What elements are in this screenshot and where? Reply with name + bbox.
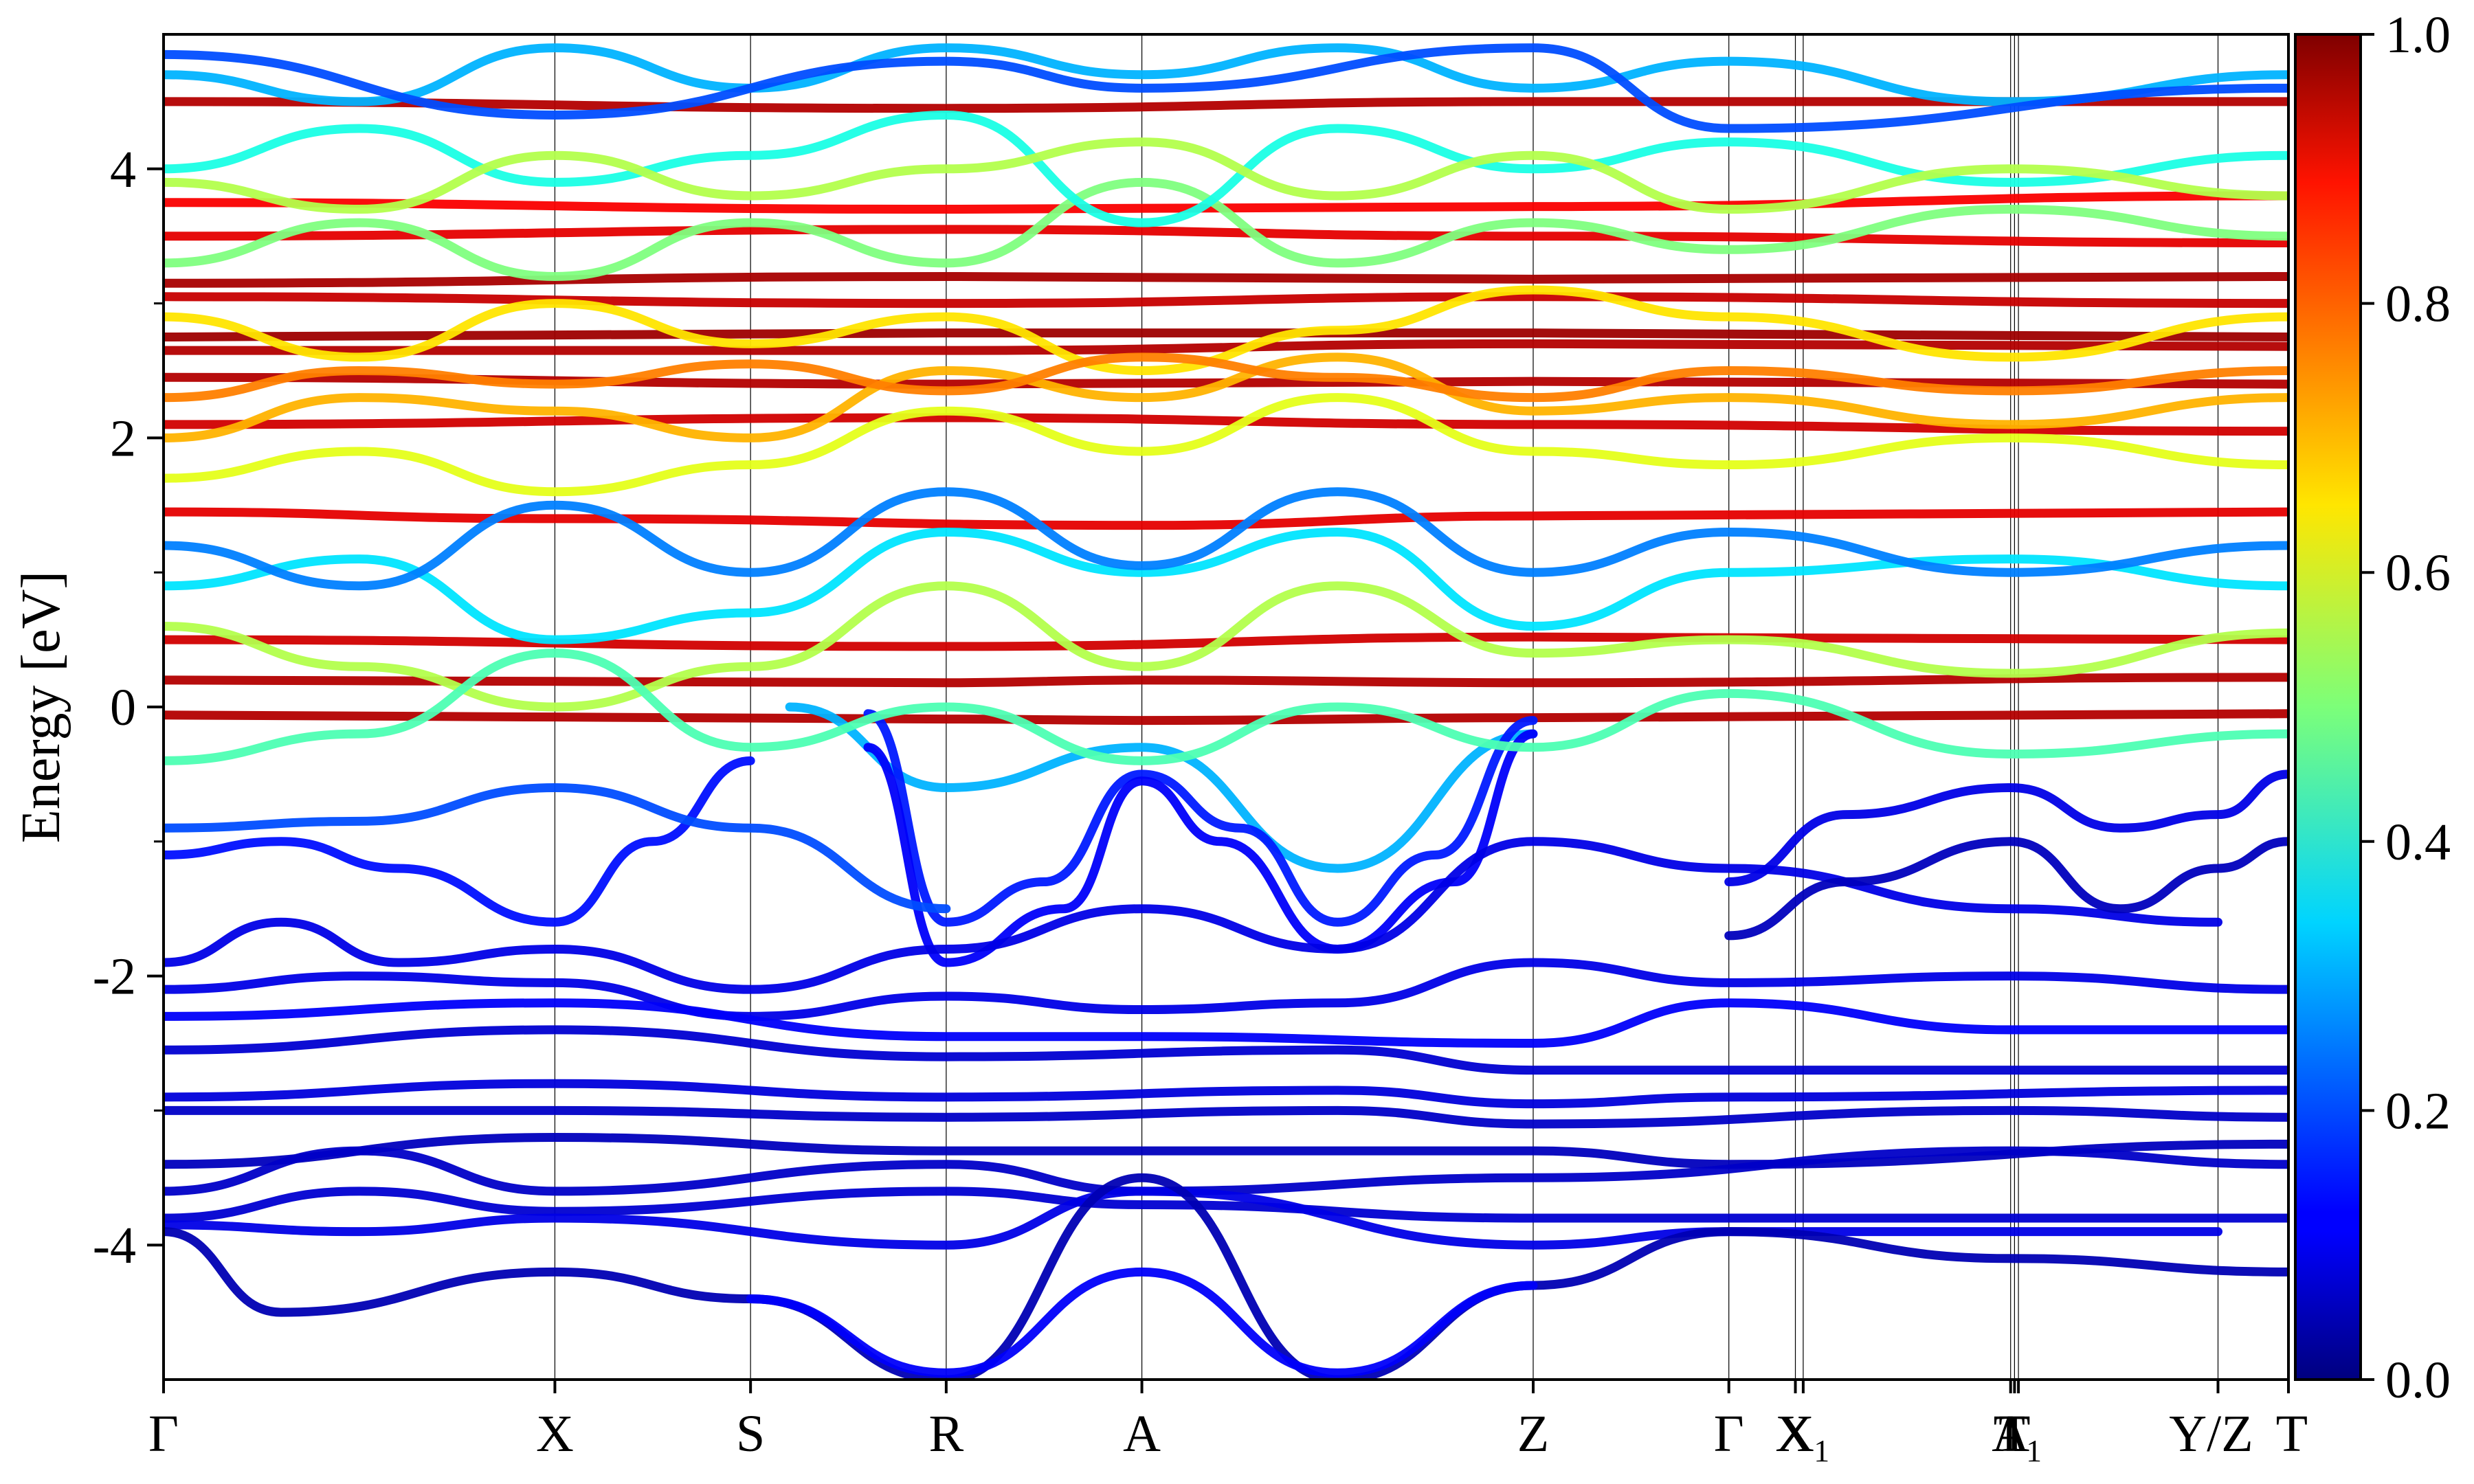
band-line-34 xyxy=(164,527,2288,644)
band-line-12 xyxy=(164,97,2288,113)
band-lines xyxy=(164,43,2288,1380)
kpoint-label: X₁ xyxy=(1775,1405,1831,1463)
band-line-10 xyxy=(164,225,2288,247)
band-line-22 xyxy=(164,1079,2288,1109)
y-axis-label: Energy [eV] xyxy=(11,571,71,843)
kpoint-label: R xyxy=(929,1405,964,1463)
colorbar-tick-label: 0.0 xyxy=(2385,1351,2451,1409)
colorbar-tick-label: 1.0 xyxy=(2385,6,2451,64)
kpoint-label: Γ xyxy=(148,1405,179,1463)
kpoint-label: A xyxy=(1992,1405,2029,1463)
band-line-23 xyxy=(164,1105,2288,1129)
band-line-3 xyxy=(164,507,2288,530)
band-line-16 xyxy=(164,756,755,927)
kpoint-label: X xyxy=(536,1405,574,1463)
band-line-19 xyxy=(164,958,2288,1021)
band-line-24 xyxy=(164,1133,2288,1169)
kpoint-label: Y/Z xyxy=(2169,1405,2253,1463)
band-line-7 xyxy=(164,328,2288,342)
band-line-43 xyxy=(164,352,2288,403)
kpoint-label: T xyxy=(2276,1405,2308,1463)
band-line-0 xyxy=(164,709,2288,726)
band-line-41 xyxy=(164,43,2288,133)
colorbar xyxy=(2294,33,2362,1381)
band-line-21 xyxy=(164,1025,2288,1075)
colorbar-tick-label: 0.2 xyxy=(2385,1082,2451,1140)
kpoint-label: S xyxy=(736,1405,765,1463)
y-tick-label: 4 xyxy=(110,141,136,199)
y-tick-label: 0 xyxy=(110,679,136,737)
band-line-28 xyxy=(164,1173,2288,1380)
band-line-29 xyxy=(746,1267,1538,1378)
kpoint-label: Z xyxy=(1517,1405,1549,1463)
band-line-18 xyxy=(164,837,2222,994)
band-line-8 xyxy=(164,292,2288,308)
band-line-37 xyxy=(164,352,2288,442)
band-line-31 xyxy=(1724,837,2288,941)
kpoint-label: T xyxy=(1998,1405,2030,1463)
colorbar-tick-label: 0.4 xyxy=(2385,813,2451,871)
y-axis: -4 -2 0 2 4 xyxy=(93,141,164,1274)
band-line-14 xyxy=(863,709,1538,927)
colorbar-tick-label: 0.8 xyxy=(2385,276,2451,333)
band-line-36 xyxy=(164,393,2288,497)
band-line-38 xyxy=(164,177,2288,281)
y-tick-label: -2 xyxy=(93,948,136,1006)
kpoint-label: A xyxy=(1123,1405,1161,1463)
band-line-11 xyxy=(164,191,2288,214)
colorbar-axis: 0.0 0.2 0.4 0.6 0.8 1.0 xyxy=(2361,6,2451,1409)
band-line-33 xyxy=(164,649,2288,765)
band-line-39 xyxy=(164,110,2288,227)
band-line-30 xyxy=(1724,769,2288,887)
band-line-17 xyxy=(164,783,951,914)
band-line-35 xyxy=(164,487,2288,591)
colorbar-tick-label: 0.6 xyxy=(2385,544,2451,602)
band-line-20 xyxy=(164,998,2288,1048)
band-line-40 xyxy=(164,43,2288,106)
kpoint-label: Γ xyxy=(1714,1405,1744,1463)
band-line-42 xyxy=(164,285,2288,375)
y-tick-label: 2 xyxy=(110,409,136,467)
y-tick-label: -4 xyxy=(93,1217,136,1274)
band-line-44 xyxy=(164,137,2288,214)
kpoint-label: T₁ xyxy=(1994,1405,2044,1463)
band-line-1 xyxy=(164,673,2288,688)
kpoint-label: X xyxy=(1776,1405,1814,1463)
band-line-25 xyxy=(164,1146,2288,1196)
band-line-32 xyxy=(164,581,2288,712)
